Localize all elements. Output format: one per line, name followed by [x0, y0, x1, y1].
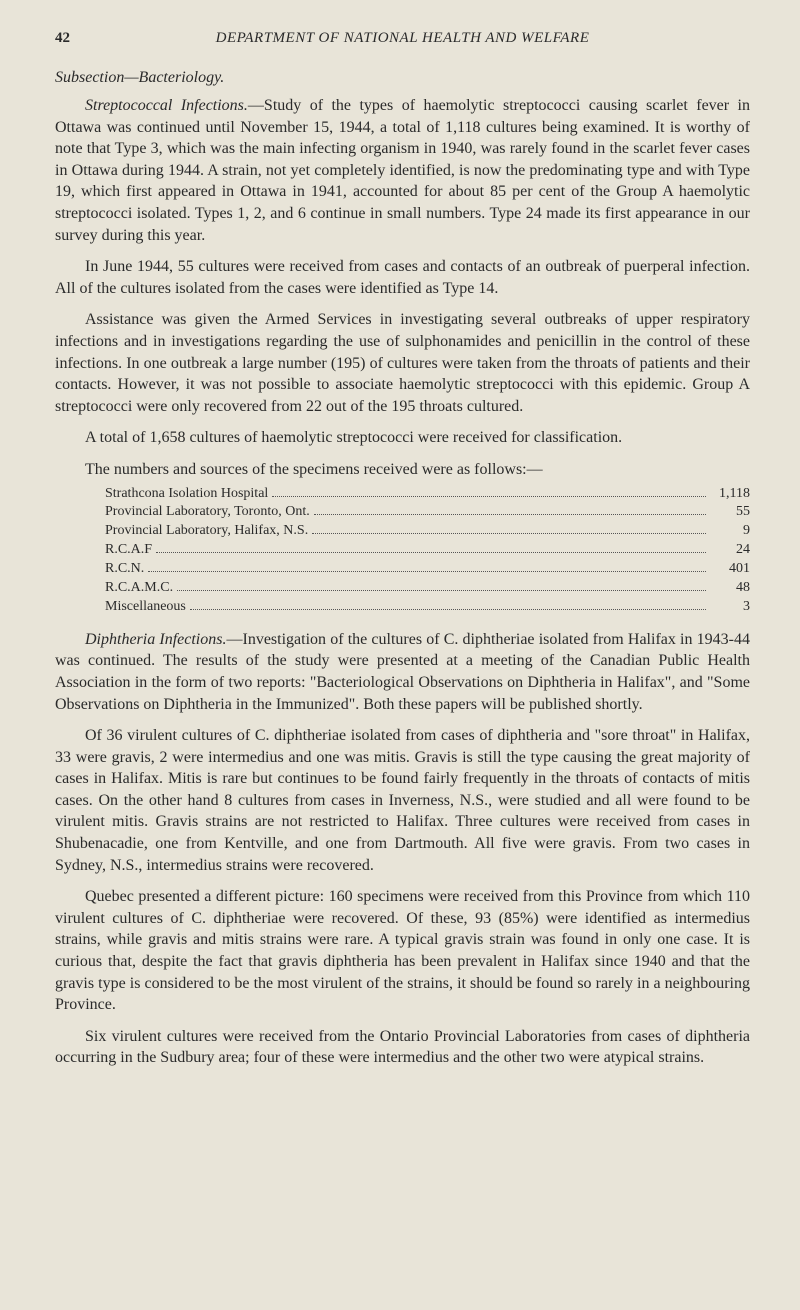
tally-value: 401	[710, 560, 750, 579]
para-lead-italic: Diphtheria Infections.	[85, 631, 226, 648]
page-header: 42 DEPARTMENT OF NATIONAL HEALTH AND WEL…	[55, 30, 750, 47]
leader-dots	[312, 532, 706, 534]
paragraph: A total of 1,658 cultures of haemolytic …	[55, 427, 750, 449]
paragraph-diphtheria: Diphtheria Infections.—Investigation of …	[55, 629, 750, 715]
tally-row: Provincial Laboratory, Halifax, N.S. 9	[105, 522, 750, 541]
tally-value: 3	[710, 598, 750, 617]
tally-row: R.C.A.F 24	[105, 541, 750, 560]
paragraph: Six virulent cultures were received from…	[55, 1026, 750, 1069]
tally-row: R.C.A.M.C. 48	[105, 579, 750, 598]
tally-row: Provincial Laboratory, Toronto, Ont. 55	[105, 503, 750, 522]
tally-intro: The numbers and sources of the specimens…	[55, 459, 750, 481]
leader-dots	[314, 513, 706, 515]
running-head: DEPARTMENT OF NATIONAL HEALTH AND WELFAR…	[95, 30, 750, 47]
para-lead-italic: Streptococcal Infections.	[85, 97, 248, 114]
tally-row: Strathcona Isolation Hospital 1,118	[105, 485, 750, 504]
tally-value: 48	[710, 579, 750, 598]
paragraph: In June 1944, 55 cultures were received …	[55, 256, 750, 299]
tally-value: 1,118	[710, 485, 750, 504]
document-page: 42 DEPARTMENT OF NATIONAL HEALTH AND WEL…	[0, 0, 800, 1119]
leader-dots	[190, 608, 706, 610]
page-number: 42	[55, 30, 95, 47]
leader-dots	[156, 551, 706, 553]
paragraph: Of 36 virulent cultures of C. diphtheria…	[55, 725, 750, 876]
tally-label: R.C.N.	[105, 560, 144, 579]
tally-row: R.C.N. 401	[105, 560, 750, 579]
specimen-tally-list: Strathcona Isolation Hospital1,118Provin…	[105, 485, 750, 617]
paragraph: Quebec presented a different picture: 16…	[55, 886, 750, 1016]
paragraph-streptococcal: Streptococcal Infections.—Study of the t…	[55, 95, 750, 246]
tally-label: Provincial Laboratory, Toronto, Ont.	[105, 503, 310, 522]
leader-dots	[177, 589, 706, 591]
tally-value: 24	[710, 541, 750, 560]
paragraph: Assistance was given the Armed Services …	[55, 309, 750, 417]
subsection-heading: Subsection—Bacteriology.	[55, 69, 750, 87]
para-body: —Study of the types of haemolytic strept…	[55, 97, 750, 244]
tally-label: R.C.A.M.C.	[105, 579, 173, 598]
tally-row: Miscellaneous 3	[105, 598, 750, 617]
tally-value: 9	[710, 522, 750, 541]
tally-label: Miscellaneous	[105, 598, 186, 617]
tally-label: Strathcona Isolation Hospital	[105, 485, 268, 504]
leader-dots	[272, 495, 706, 497]
tally-value: 55	[710, 503, 750, 522]
tally-label: Provincial Laboratory, Halifax, N.S.	[105, 522, 308, 541]
tally-label: R.C.A.F	[105, 541, 152, 560]
leader-dots	[148, 570, 706, 572]
